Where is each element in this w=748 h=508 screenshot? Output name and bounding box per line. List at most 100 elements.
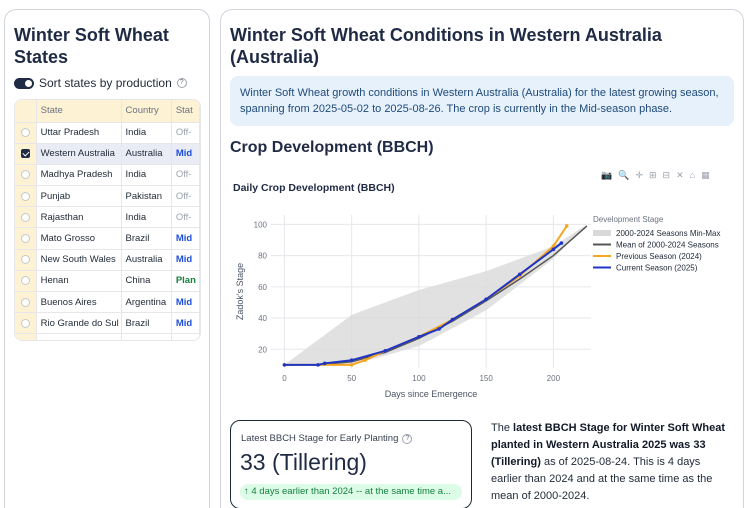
row-select-cell[interactable] bbox=[15, 185, 37, 208]
checkbox-icon[interactable] bbox=[20, 297, 30, 307]
states-panel: Winter Soft Wheat States Sort states by … bbox=[4, 9, 210, 508]
table-row[interactable]: Uttar Pradesh India Off- bbox=[15, 122, 200, 144]
stat-card-label: Latest BBCH Stage for Early Planting bbox=[241, 433, 399, 444]
section-title-bbch: Crop Development (BBCH) bbox=[230, 139, 434, 156]
country-cell: Pakistan bbox=[121, 185, 172, 208]
status-cell bbox=[171, 333, 200, 340]
state-cell: Buenos Aires bbox=[36, 291, 122, 314]
summary-text-end: as of 2025-08-24. This is 4 days earlier… bbox=[491, 456, 713, 502]
camera-icon[interactable]: 📷 bbox=[601, 170, 613, 180]
bbch-summary-text: The latest BBCH Stage for Winter Soft Wh… bbox=[491, 420, 731, 505]
x-tick-label: 150 bbox=[479, 374, 493, 383]
bbch-chart[interactable]: 20 40 60 80 100 0 50 100 150 200 Days since Emerge… bbox=[221, 10, 745, 410]
sort-by-production-toggle[interactable] bbox=[14, 77, 34, 89]
row-select-cell[interactable] bbox=[15, 122, 37, 144]
country-cell bbox=[121, 333, 172, 340]
x-tick-label: 0 bbox=[282, 374, 287, 383]
country-cell: India bbox=[121, 164, 172, 187]
series-point bbox=[383, 349, 388, 353]
plotly-logo-icon[interactable]: ▦ bbox=[701, 170, 710, 180]
country-cell: India bbox=[121, 206, 172, 229]
state-cell: Mato Grosso bbox=[36, 227, 122, 250]
country-cell: Australia bbox=[121, 249, 172, 271]
autoscale-icon[interactable]: ✕ bbox=[676, 170, 684, 180]
status-cell: Mid bbox=[171, 291, 200, 314]
legend-swatch bbox=[593, 230, 611, 236]
legend-label: Mean of 2000-2024 Seasons bbox=[616, 241, 719, 250]
checkbox-icon[interactable] bbox=[20, 128, 30, 138]
series-point bbox=[484, 297, 488, 302]
table-row[interactable]: Henan China Plan bbox=[15, 270, 200, 293]
series-point bbox=[551, 244, 556, 249]
row-select-cell[interactable] bbox=[15, 312, 37, 335]
sort-toggle-row: Sort states by production ? bbox=[14, 76, 187, 90]
series-point bbox=[417, 334, 421, 339]
y-tick-label: 100 bbox=[254, 220, 268, 229]
checkbox-icon[interactable] bbox=[20, 276, 30, 286]
legend-label: Current Season (2025) bbox=[616, 264, 698, 273]
table-row[interactable]: New South Wales Australia Mid bbox=[15, 249, 200, 271]
checkbox-icon[interactable] bbox=[20, 170, 30, 180]
checkbox-icon[interactable] bbox=[20, 339, 30, 340]
status-cell: Off- bbox=[171, 122, 200, 144]
state-cell: Madhya Pradesh bbox=[36, 164, 122, 187]
zoom-in-icon[interactable]: ⊞ bbox=[648, 170, 657, 180]
status-cell: Off- bbox=[171, 164, 200, 187]
series-point bbox=[551, 247, 556, 252]
column-header-country[interactable]: Country bbox=[121, 100, 172, 123]
table-header-row: State Country Stat bbox=[15, 100, 200, 123]
row-select-cell[interactable] bbox=[15, 143, 37, 165]
page-title: Winter Soft Wheat Conditions in Western … bbox=[230, 25, 662, 67]
checkbox-checked-icon[interactable] bbox=[20, 149, 30, 159]
checkbox-icon[interactable] bbox=[20, 212, 30, 222]
y-tick-label: 60 bbox=[258, 283, 267, 292]
status-cell: Mid bbox=[171, 312, 200, 335]
table-row[interactable]: Rajasthan India Off- bbox=[15, 206, 200, 229]
table-row[interactable]: Buenos Aires Argentina Mid bbox=[15, 291, 200, 314]
country-cell: Brazil bbox=[121, 227, 172, 250]
table-row[interactable]: Rio Grande do Sul Brazil Mid bbox=[15, 312, 200, 335]
x-tick-label: 100 bbox=[412, 374, 426, 383]
status-cell: Plan bbox=[171, 270, 200, 293]
series-point bbox=[316, 363, 320, 367]
checkbox-icon[interactable] bbox=[20, 318, 30, 328]
legend-label: 2000-2024 Seasons Min-Max bbox=[616, 229, 721, 238]
series-point bbox=[322, 361, 327, 366]
state-cell bbox=[36, 333, 122, 340]
table-row[interactable] bbox=[15, 333, 200, 340]
row-select-cell[interactable] bbox=[15, 270, 37, 293]
row-select-cell[interactable] bbox=[15, 333, 37, 340]
row-select-cell[interactable] bbox=[15, 227, 37, 250]
help-icon[interactable]: ? bbox=[402, 433, 413, 444]
checkbox-icon[interactable] bbox=[20, 191, 30, 201]
row-select-cell[interactable] bbox=[15, 206, 37, 229]
series-point bbox=[349, 358, 354, 362]
state-cell: Rajasthan bbox=[36, 206, 122, 229]
chart-toolbar: 📷 🔍 ✛ ⊞ ⊟ ✕ ⌂ ▦ bbox=[601, 170, 710, 181]
row-select-cell[interactable] bbox=[15, 164, 37, 187]
table-row[interactable]: Madhya Pradesh India Off- bbox=[15, 164, 200, 187]
country-cell: Australia bbox=[121, 143, 172, 165]
series-point bbox=[450, 317, 455, 322]
country-cell: Brazil bbox=[121, 312, 172, 335]
zoom-out-icon[interactable]: ⊟ bbox=[662, 170, 671, 180]
row-select-cell[interactable] bbox=[15, 291, 37, 314]
help-icon[interactable]: ? bbox=[176, 78, 187, 88]
pan-icon[interactable]: ✛ bbox=[635, 170, 643, 180]
table-row[interactable]: Punjab Pakistan Off- bbox=[15, 185, 200, 208]
home-icon[interactable]: ⌂ bbox=[689, 170, 696, 180]
country-cell: China bbox=[121, 270, 172, 293]
column-header-state[interactable]: State bbox=[36, 100, 122, 123]
series-point bbox=[517, 272, 522, 277]
table-row[interactable]: Western Australia Australia Mid bbox=[15, 143, 200, 165]
status-cell: Mid bbox=[171, 249, 200, 271]
chart-title: Daily Crop Development (BBCH) bbox=[233, 182, 395, 194]
table-row[interactable]: Mato Grosso Brazil Mid bbox=[15, 227, 200, 250]
zoom-icon[interactable]: 🔍 bbox=[618, 170, 630, 180]
checkbox-icon[interactable] bbox=[20, 234, 30, 244]
checkbox-icon[interactable] bbox=[20, 255, 30, 265]
state-cell: Rio Grande do Sul bbox=[36, 312, 122, 335]
status-cell: Mid bbox=[171, 227, 200, 250]
row-select-cell[interactable] bbox=[15, 249, 37, 271]
column-header-status[interactable]: Stat bbox=[171, 100, 200, 123]
